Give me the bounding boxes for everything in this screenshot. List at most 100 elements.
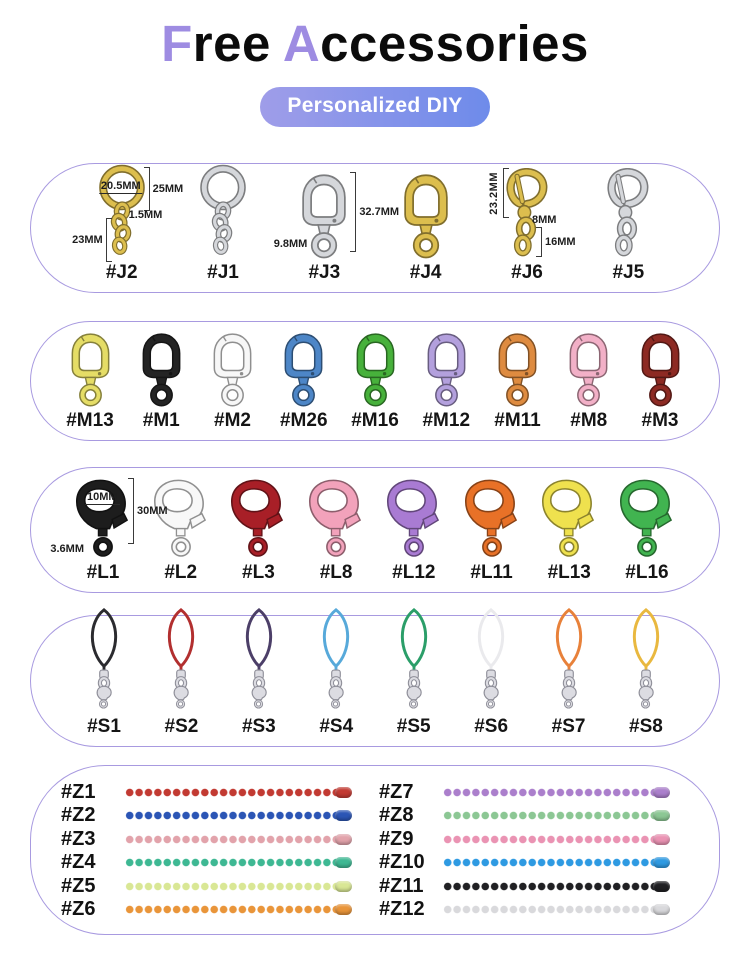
item-label: #Z11 xyxy=(379,874,424,897)
lobster-clasp-icon xyxy=(73,479,133,560)
chain-row-z6: #Z6 xyxy=(61,898,359,921)
item-label: #L1 xyxy=(86,562,120,583)
measurement-label: 16MM xyxy=(535,227,576,257)
personalized-diy-badge: Personalized DIY xyxy=(260,87,490,127)
item-label: #S7 xyxy=(551,716,586,737)
ball-chain-icon xyxy=(125,810,352,822)
chain-row-z9: #Z9 xyxy=(379,828,677,851)
chain-row-z11: #Z11 xyxy=(379,875,677,898)
item-label: #Z1 xyxy=(61,781,96,803)
measurement-label: 25MM xyxy=(143,167,183,211)
chain-row-z10: #Z10 xyxy=(379,851,677,874)
item-j5: #J5 xyxy=(578,168,679,287)
strap-icon xyxy=(465,607,517,714)
chain-row-z4: #Z4 xyxy=(61,851,359,874)
chain-row-z3: #Z3 xyxy=(61,828,359,851)
item-label: #L11 xyxy=(470,562,513,583)
split-ring-icon xyxy=(91,162,153,260)
item-label: #Z7 xyxy=(379,781,414,803)
swivel-clasp-icon xyxy=(352,333,399,408)
item-s6: #S6 xyxy=(456,608,526,741)
swivel-clasp-icon xyxy=(637,333,684,408)
title-accent-letter: A xyxy=(282,15,321,72)
item-m1: #M1 xyxy=(130,328,192,435)
item-label: #J6 xyxy=(511,262,543,283)
item-j3: 32.7MM 9.8MM #J3 xyxy=(273,172,399,287)
measurement-label: 20.5MM xyxy=(98,180,143,194)
item-label: #M11 xyxy=(494,410,541,431)
ball-chain-icon xyxy=(443,787,670,798)
item-m26: #M26 xyxy=(273,328,335,435)
item-s8: #S8 xyxy=(611,608,681,741)
strap-icon xyxy=(310,607,362,714)
measurement-label: 30MM xyxy=(128,478,168,544)
item-l11: #L11 xyxy=(454,476,530,587)
phone-straps-panel: #S1 #S2 #S3 #S4 #S5 xyxy=(30,608,720,747)
ball-chain-icon xyxy=(443,857,670,869)
measurement-label: 1.5MM xyxy=(128,209,163,221)
split-ring-icon xyxy=(192,162,254,260)
swivel-clasp-icon xyxy=(297,174,351,260)
swivel-clasp-icon xyxy=(138,333,185,408)
item-s4: #S4 xyxy=(301,608,371,741)
title-text: ree xyxy=(192,15,271,72)
swivel-clasp-icon xyxy=(280,333,327,408)
item-l12: #L12 xyxy=(376,476,452,587)
measurement-label: 23MM xyxy=(72,218,112,262)
item-label: #M1 xyxy=(142,410,180,431)
item-label: #Z3 xyxy=(61,827,96,850)
ball-chain-icon xyxy=(125,787,352,798)
measurement-label: 10MM xyxy=(85,491,120,505)
lobster-clasps-panel: 10MM 30MM 3.6MM #L1 #L2 #L3 #L8 #L12 #L11 #… xyxy=(30,467,720,593)
measurement-label: 9.8MM xyxy=(273,238,308,250)
lobster-clasp-icon xyxy=(384,479,444,560)
item-j4: #J4 xyxy=(375,172,476,287)
chain-row-z2: #Z2 xyxy=(61,804,359,827)
item-label: #Z9 xyxy=(379,827,414,850)
trigger-hook-icon xyxy=(603,168,653,260)
item-label: #J3 xyxy=(308,262,341,283)
item-m8: #M8 xyxy=(558,328,620,435)
ball-chain-icon xyxy=(125,833,352,845)
item-label: #Z2 xyxy=(61,804,96,827)
lobster-clasp-icon xyxy=(151,479,211,560)
item-label: #S3 xyxy=(241,716,276,737)
item-label: #Z6 xyxy=(61,897,96,920)
item-j2: 20.5MM 25MM 1.5MM 23MM #J2 xyxy=(71,164,183,287)
item-label: #S5 xyxy=(396,716,431,737)
lobster-clasp-icon xyxy=(462,479,522,560)
item-m2: #M2 xyxy=(202,328,264,435)
item-label: #M3 xyxy=(641,410,679,431)
item-label: #M13 xyxy=(66,410,114,431)
item-label: #M16 xyxy=(351,410,399,431)
item-label: #L3 xyxy=(242,562,275,583)
item-j6: 23.2MM 8MM 16MM #J6 xyxy=(476,168,577,287)
item-label: #J2 xyxy=(105,262,138,283)
item-label: #L12 xyxy=(392,562,436,583)
strap-icon xyxy=(543,607,595,714)
lobster-clasp-icon xyxy=(306,479,366,560)
item-l3: #L3 xyxy=(220,476,296,587)
item-s7: #S7 xyxy=(534,608,604,741)
swivel-clasp-icon xyxy=(67,333,114,408)
item-l13: #L13 xyxy=(531,476,607,587)
item-label: #S1 xyxy=(87,716,121,737)
item-label: #L8 xyxy=(319,562,353,583)
strap-icon xyxy=(155,607,207,714)
item-m12: #M12 xyxy=(415,328,477,435)
swivel-clasp-icon xyxy=(209,333,256,408)
item-label: #S8 xyxy=(629,716,663,737)
ball-chain-icon xyxy=(125,880,352,892)
item-l1: 10MM 30MM 3.6MM #L1 xyxy=(50,476,168,587)
item-label: #L2 xyxy=(164,562,198,583)
ball-chain-icon xyxy=(443,810,670,822)
item-s5: #S5 xyxy=(379,608,449,741)
item-label: #S6 xyxy=(474,716,509,737)
item-label: #Z4 xyxy=(61,851,96,874)
item-s1: #S1 xyxy=(69,608,139,741)
item-label: #Z12 xyxy=(379,897,425,920)
lobster-clasp-icon xyxy=(228,479,288,560)
item-label: #Z10 xyxy=(379,851,425,874)
ball-chain-icon xyxy=(443,880,670,892)
ball-chain-column-2: #Z7 #Z8 #Z9 #Z10 #Z11 #Z12 xyxy=(359,781,677,921)
